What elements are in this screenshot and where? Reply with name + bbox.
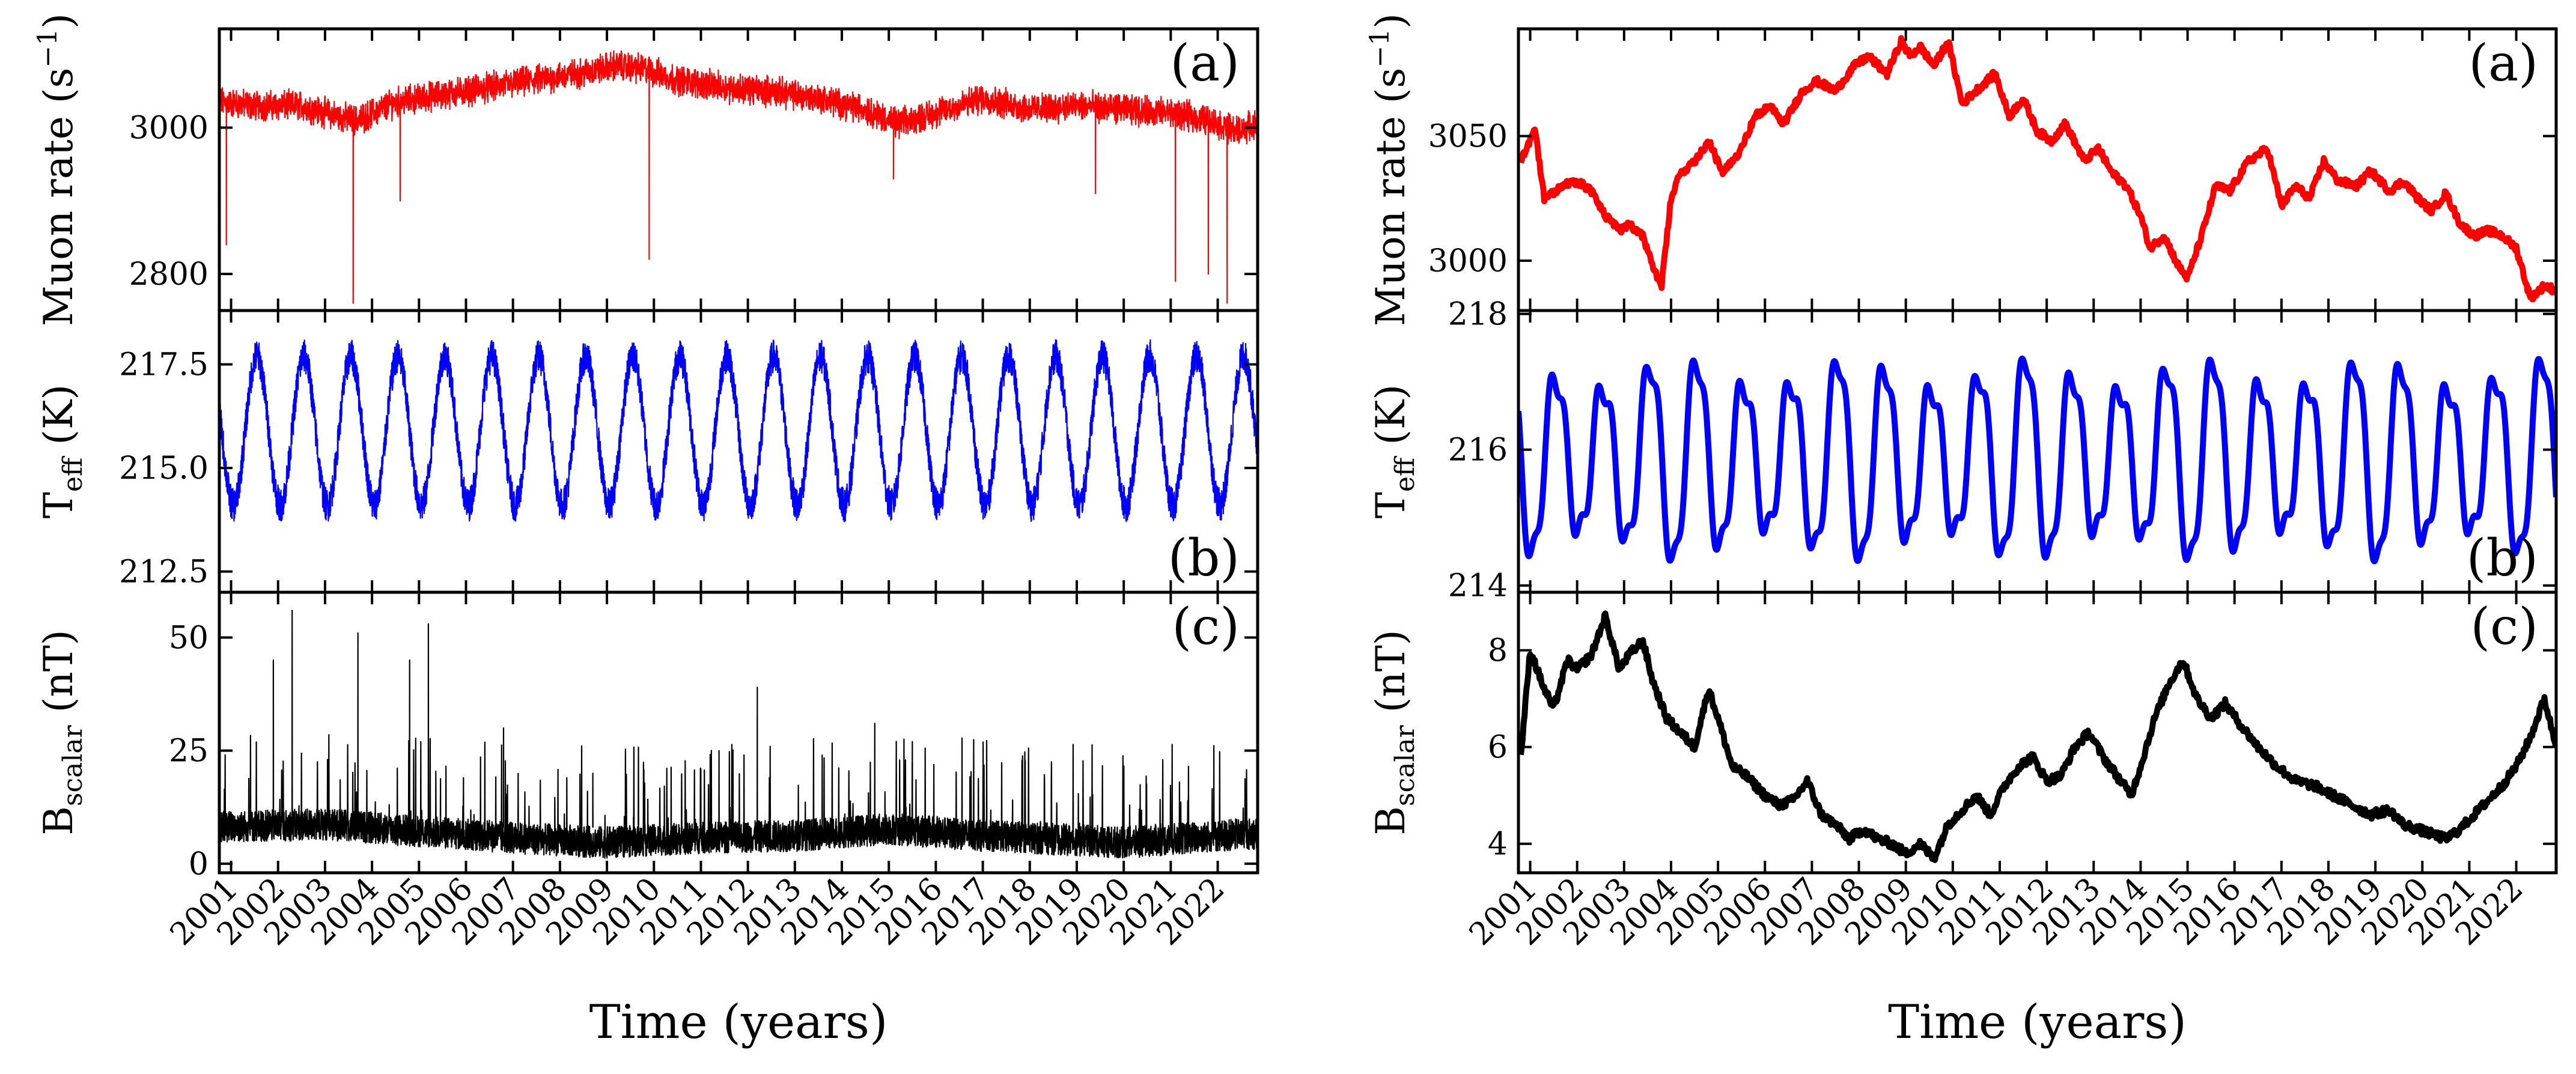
bscalar-line (219, 610, 1258, 859)
subplot-teff: 212.5 215.0 217.5 (b) Teff (K) (35, 309, 1259, 594)
ytick-label: 8 (1488, 633, 1508, 669)
bscalar-axes-frame (218, 590, 1259, 875)
ytick-label: 3000 (129, 110, 209, 146)
panel-label-teff: (b) (2467, 529, 2538, 587)
panel-label-bscalar: (c) (1172, 597, 1240, 656)
bscalar-ylabel: Bscalar (nT) (35, 630, 88, 835)
teff-series (1518, 355, 2556, 565)
panel-label-muon: (a) (1170, 34, 1240, 93)
muon-line (1518, 35, 2556, 303)
muon-line (219, 50, 1258, 304)
muon-series (219, 50, 1258, 304)
ytick-label: 4 (1488, 827, 1508, 863)
xlabel: Time (years) (1888, 995, 2187, 1049)
bscalar-ylabel: Bscalar (nT) (1368, 630, 1420, 835)
xlabel: Time (years) (589, 995, 888, 1049)
right-chart-panel: 3000 3050 (a) Muon rate (s−1) 214 216 218 (b) Te… (1365, 13, 2558, 1049)
ytick-label: 212.5 (119, 554, 209, 590)
muon-ylabel: Muon rate (s−1) (1365, 13, 1414, 326)
bscalar-series (1518, 610, 2556, 863)
ytick-label: 2800 (129, 256, 209, 293)
bscalar-line (1518, 610, 2556, 863)
teff-series (219, 339, 1258, 523)
ytick-label: 218 (1448, 297, 1508, 333)
teff-ylabel: Teff (K) (35, 384, 88, 518)
ytick-label: 3000 (1428, 243, 1508, 279)
muon-axes-frame (1517, 27, 2558, 312)
panel-label-teff: (b) (1168, 529, 1240, 587)
teff-line (1518, 355, 2556, 565)
subplot-bscalar: 4 6 8 (c) Bscalar (nT) (1368, 590, 2558, 875)
subplot-muon: 2800 3000 (a) Muon rate (s−1) (32, 13, 1259, 326)
muon-axes-frame (218, 27, 1259, 312)
left-chart-panel: 2800 3000 (a) Muon rate (s−1) 212.5 215.0 217.… (32, 13, 1259, 1049)
ytick-label: 0 (189, 846, 209, 882)
ytick-label: 3050 (1428, 118, 1508, 154)
ytick-label: 50 (169, 620, 209, 656)
bscalar-series (219, 610, 1258, 859)
ytick-label: 214 (1448, 568, 1508, 604)
ytick-label: 25 (169, 733, 209, 769)
ytick-label: 6 (1488, 730, 1508, 766)
teff-line (219, 339, 1258, 523)
panel-label-muon: (a) (2468, 34, 2538, 93)
teff-ylabel: Teff (K) (1368, 384, 1420, 518)
muon-series (1518, 35, 2556, 303)
bscalar-axes-frame (1517, 590, 2558, 875)
muon-ylabel: Muon rate (s−1) (32, 13, 82, 326)
panel-label-bscalar: (c) (2470, 597, 2538, 656)
subplot-muon: 3000 3050 (a) Muon rate (s−1) (1365, 13, 2558, 326)
ytick-label: 216 (1448, 432, 1508, 469)
ytick-label: 217.5 (119, 347, 209, 383)
ytick-label: 215.0 (119, 451, 209, 487)
subplot-bscalar: 0 25 50 (c) Bscalar (nT) (35, 590, 1259, 882)
subplot-teff: 214 216 218 (b) Teff (K) (1368, 297, 2558, 604)
